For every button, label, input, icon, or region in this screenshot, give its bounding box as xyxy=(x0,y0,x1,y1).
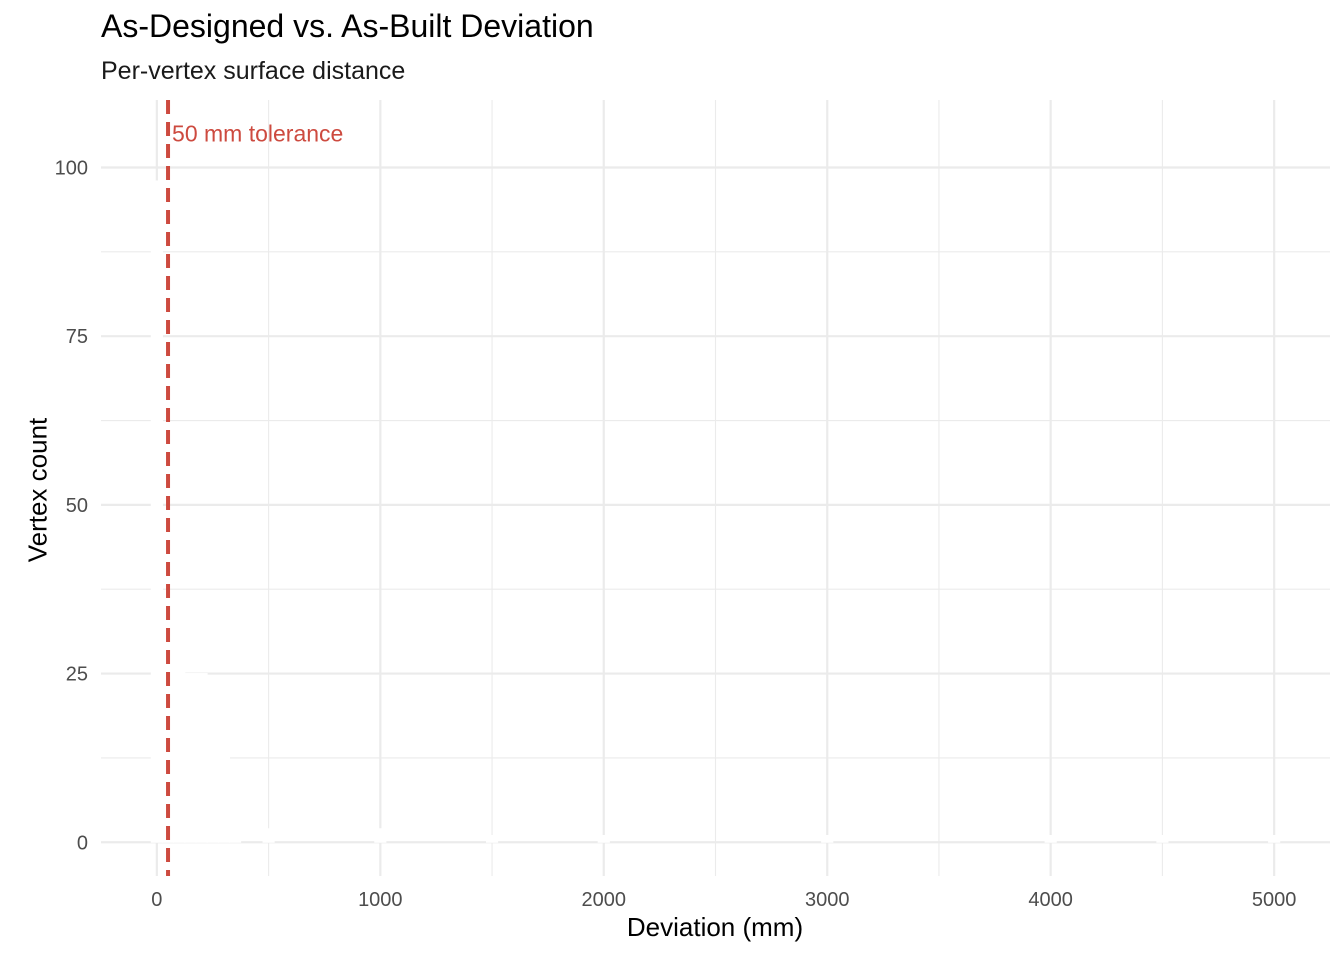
x-tick-label: 1000 xyxy=(358,889,403,911)
major-gridlines xyxy=(101,100,1330,876)
minor-gridlines xyxy=(101,100,1330,876)
histogram-bar xyxy=(1156,835,1169,843)
histogram-bar xyxy=(217,754,230,843)
histogram-bar xyxy=(485,835,499,843)
histogram-bar xyxy=(597,835,610,843)
y-tick-label: 50 xyxy=(66,495,88,517)
y-axis-label: Vertex count xyxy=(22,417,53,563)
x-tick-label: 2000 xyxy=(582,889,627,911)
chart-title: As-Designed vs. As-Built Deviation xyxy=(101,8,594,44)
histogram-bar xyxy=(195,673,208,843)
x-tick-label: 5000 xyxy=(1252,889,1297,911)
chart-subtitle: Per-vertex surface distance xyxy=(101,57,406,85)
histogram-bar xyxy=(228,835,242,843)
x-tick-label: 3000 xyxy=(805,889,850,911)
tolerance-line-group: 50 mm tolerance xyxy=(166,100,343,876)
histogram-bar xyxy=(262,828,275,843)
histogram-bar xyxy=(821,835,834,843)
histogram-bar xyxy=(184,673,197,843)
histogram-bar xyxy=(206,754,219,843)
y-tick-label: 100 xyxy=(55,157,88,179)
histogram-bar xyxy=(1044,835,1057,843)
x-tick-label: 4000 xyxy=(1028,889,1073,911)
y-tick-label: 25 xyxy=(66,664,88,686)
histogram-bar xyxy=(374,828,387,843)
tolerance-label: 50 mm tolerance xyxy=(172,121,343,147)
y-tick-label: 75 xyxy=(66,326,88,348)
axis-ticks: 0 1000 2000 3000 4000 5000 0 25 50 75 100 xyxy=(55,157,1297,911)
y-tick-label: 0 xyxy=(77,832,88,854)
histogram-bar xyxy=(150,180,163,843)
x-tick-label: 0 xyxy=(151,889,162,911)
histogram-bar xyxy=(1268,835,1281,843)
x-axis-label: Deviation (mm) xyxy=(626,912,804,942)
histogram-bar xyxy=(173,592,186,843)
